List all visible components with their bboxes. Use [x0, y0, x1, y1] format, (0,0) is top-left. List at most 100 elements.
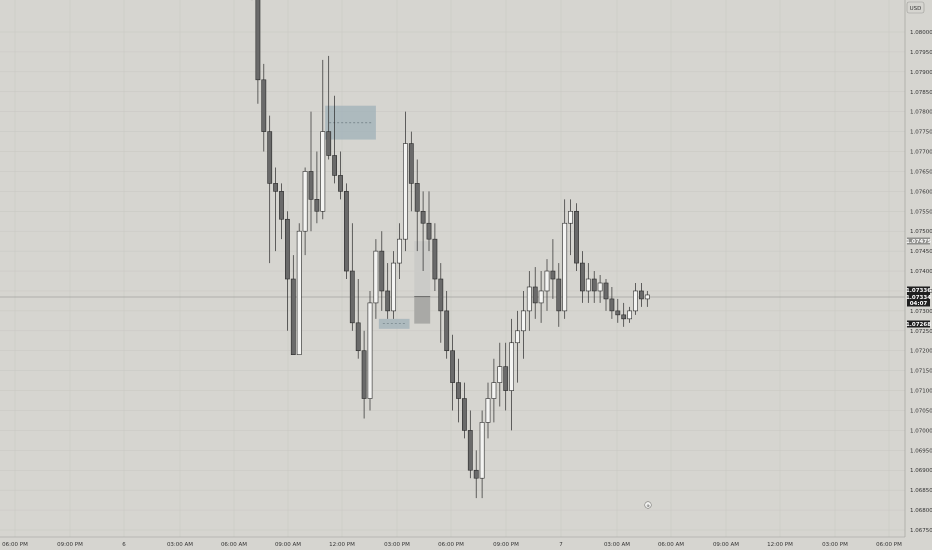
candle-body	[402, 143, 408, 240]
candle-body	[485, 398, 491, 423]
candle	[338, 151, 343, 200]
y-tick-label: 1.07000	[910, 428, 932, 434]
candle	[473, 450, 479, 499]
y-tick-label: 1.07600	[910, 189, 932, 195]
candle-body	[609, 298, 615, 312]
candle	[503, 342, 509, 411]
candle	[438, 263, 444, 343]
candle-body	[308, 171, 314, 200]
candle	[538, 271, 544, 323]
x-tick-label: 6	[122, 542, 126, 548]
candle	[644, 290, 650, 307]
candle	[255, 0, 261, 104]
y-tick-label: 1.07700	[910, 150, 932, 156]
candle	[332, 95, 337, 184]
x-tick-label: 06:00 AM	[658, 542, 684, 548]
x-tick-label: 06:00 PM	[876, 542, 902, 548]
x-tick-label: 09:00 PM	[493, 542, 519, 548]
candle-body	[491, 382, 497, 399]
candle-body	[385, 290, 391, 312]
candle-body	[497, 366, 503, 383]
candle	[615, 298, 621, 323]
candle	[385, 263, 391, 319]
candle	[456, 358, 461, 423]
candle-body	[314, 199, 320, 212]
candle	[574, 203, 579, 272]
currency-button[interactable]: USD	[906, 1, 925, 14]
candle-body	[343, 191, 349, 272]
candle-body	[520, 310, 526, 332]
candle-body	[615, 310, 621, 316]
stop-zone[interactable]	[414, 296, 431, 324]
candle-body	[638, 290, 644, 300]
target-zone[interactable]	[414, 241, 431, 297]
candle-body	[290, 278, 296, 356]
candle-body	[509, 342, 514, 391]
candle	[544, 259, 550, 311]
y-tick-label: 1.06750	[910, 528, 932, 534]
y-tick-label: 1.07200	[910, 349, 932, 355]
candle-body	[261, 79, 267, 132]
candle-body	[503, 366, 509, 391]
candle-body	[273, 183, 278, 192]
candle	[515, 310, 520, 383]
position-tool[interactable]	[414, 241, 431, 324]
x-tick-label: 12:00 PM	[767, 542, 793, 548]
candle	[450, 334, 455, 411]
demand-zone[interactable]	[378, 318, 410, 329]
candle	[597, 275, 603, 303]
currency-label: USD	[910, 6, 922, 12]
candle	[349, 223, 355, 331]
y-tick-label: 1.07300	[910, 309, 932, 315]
candle-body	[579, 262, 585, 292]
candle	[273, 167, 278, 252]
candle-body	[562, 222, 568, 312]
candle	[367, 290, 373, 411]
y-tick-label: 1.07650	[910, 169, 932, 175]
candle-body	[621, 314, 627, 320]
candle	[568, 199, 573, 256]
candle	[290, 255, 296, 356]
y-tick-label: 1.07150	[910, 369, 932, 375]
y-tick-label: 1.07500	[910, 229, 932, 235]
candle-body	[526, 286, 532, 312]
candle-body	[444, 310, 450, 352]
y-tick-label: 1.06850	[910, 488, 932, 494]
y-tick-label: 1.07400	[910, 269, 932, 275]
candle-body	[284, 218, 290, 280]
candle-body	[367, 302, 373, 399]
candle	[579, 251, 585, 303]
candle-body	[538, 290, 544, 304]
candle-body	[338, 175, 343, 192]
candle	[621, 302, 627, 327]
price-badge	[907, 286, 930, 294]
y-tick-label: 1.07250	[910, 329, 932, 335]
candle-body	[373, 250, 379, 304]
candle-body	[644, 294, 650, 300]
candle	[279, 183, 284, 240]
candle-body	[414, 183, 420, 212]
candle-body	[397, 238, 402, 264]
candle-body	[550, 270, 556, 280]
candle-body	[267, 131, 273, 184]
timezone-icon[interactable]: ⊕	[644, 501, 652, 509]
candle	[408, 131, 414, 212]
price-badge	[907, 299, 930, 307]
y-tick-label: 1.06900	[910, 468, 932, 474]
candle	[497, 342, 503, 407]
candle-body	[391, 262, 396, 312]
candle-body	[355, 322, 361, 352]
candle	[585, 263, 591, 303]
candle	[391, 251, 396, 319]
candle-body	[479, 422, 485, 479]
candle-body	[515, 330, 520, 344]
grid	[0, 0, 905, 537]
candle-body	[255, 0, 261, 81]
candle	[302, 167, 308, 256]
price-badge	[907, 237, 930, 245]
candle-body	[432, 238, 438, 280]
price-badge	[907, 320, 930, 328]
candle-body	[379, 250, 385, 292]
